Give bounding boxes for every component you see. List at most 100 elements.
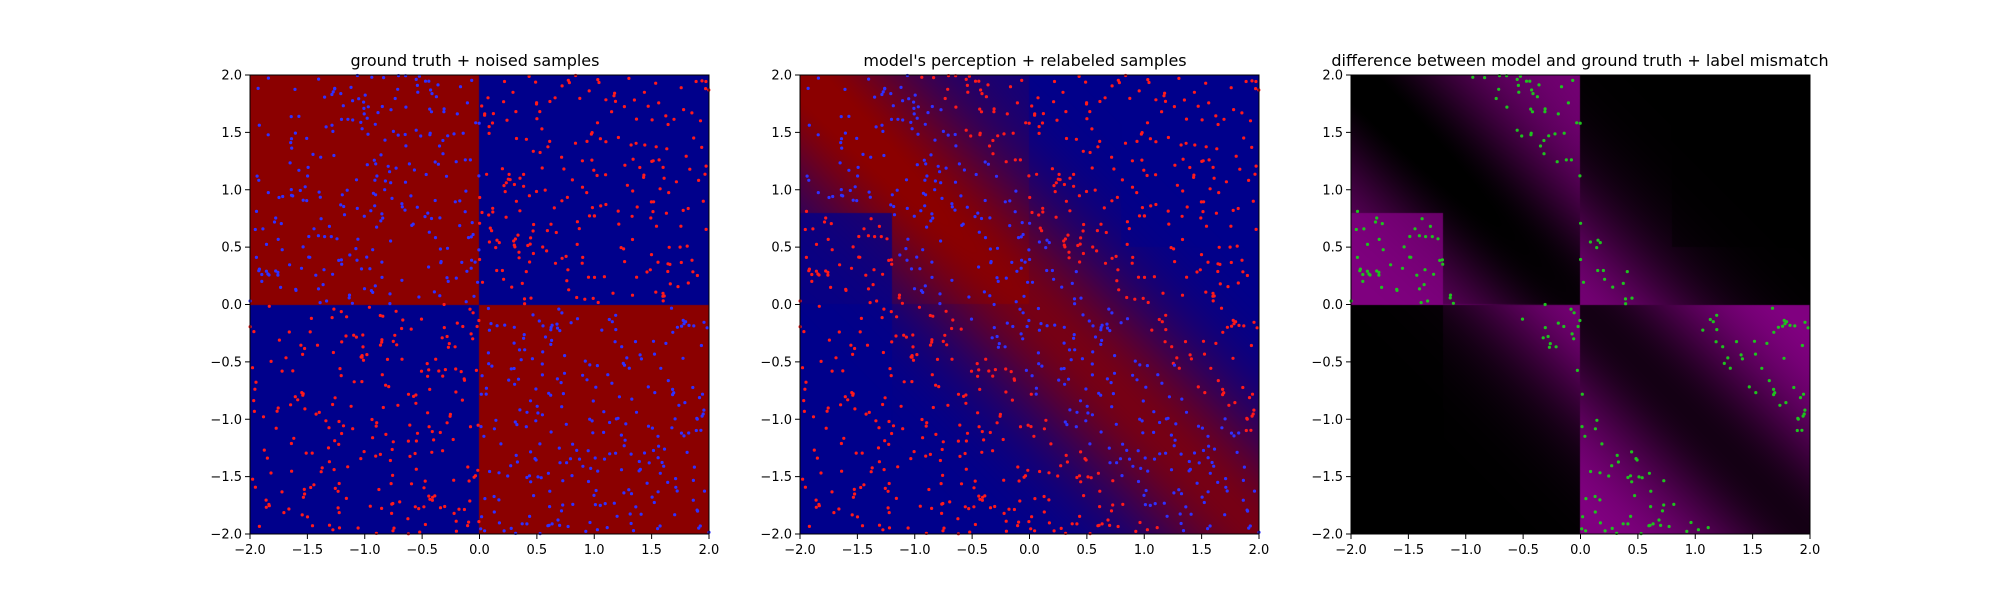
scatter-point: [427, 368, 431, 372]
scatter-point: [887, 510, 891, 515]
scatter-point: [995, 276, 999, 280]
scatter-point: [586, 479, 591, 484]
scatter-point: [1090, 166, 1094, 170]
scatter-point: [604, 140, 608, 144]
scatter-point: [1100, 323, 1104, 327]
scatter-point: [938, 302, 942, 306]
mismatch-point: [1448, 293, 1453, 297]
mismatch-point: [1689, 520, 1693, 525]
mismatch-point: [1408, 255, 1412, 259]
scatter-point: [623, 438, 627, 442]
mismatch-point: [1784, 401, 1788, 405]
scatter-point: [468, 307, 472, 311]
scatter-point: [1028, 195, 1032, 200]
scatter-point: [613, 99, 618, 103]
mismatch-point: [1796, 417, 1800, 421]
scatter-point: [452, 511, 456, 515]
scatter-point: [658, 187, 662, 191]
scatter-point: [1007, 507, 1011, 511]
scatter-point: [380, 260, 384, 264]
scatter-point: [1154, 202, 1158, 207]
scatter-point: [506, 474, 510, 478]
scatter-point: [973, 522, 978, 527]
scatter-point: [978, 497, 982, 501]
scatter-point: [1123, 141, 1128, 145]
scatter-point: [1208, 471, 1212, 475]
scatter-point: [1016, 465, 1020, 469]
scatter-point: [1172, 247, 1176, 251]
scatter-point: [560, 84, 564, 88]
scatter-point: [540, 127, 544, 131]
scatter-point: [972, 486, 976, 490]
scatter-point: [897, 293, 902, 297]
y-tick-label: −0.5: [760, 355, 792, 370]
scatter-point: [1016, 524, 1020, 528]
scatter-point: [987, 144, 992, 148]
scatter-point: [923, 204, 927, 208]
scatter-point: [1231, 318, 1235, 322]
scatter-point: [534, 419, 538, 423]
scatter-point: [804, 380, 808, 384]
scatter-point: [1047, 498, 1051, 502]
scatter-point: [680, 324, 684, 328]
scatter-point: [993, 368, 998, 372]
scatter-point: [536, 411, 540, 415]
scatter-point: [512, 366, 516, 371]
scatter-point: [374, 193, 378, 197]
mismatch-point: [1423, 268, 1427, 272]
scatter-point: [930, 338, 934, 342]
mismatch-point: [1422, 283, 1426, 287]
mismatch-point: [1566, 101, 1570, 105]
scatter-point: [1221, 387, 1225, 391]
scatter-point: [476, 280, 480, 284]
scatter-point: [581, 255, 585, 259]
scatter-point: [404, 105, 408, 109]
scatter-point: [1214, 114, 1218, 118]
scatter-point: [1004, 160, 1008, 164]
scatter-point: [874, 419, 878, 423]
scatter-point: [567, 288, 571, 292]
scatter-point: [901, 99, 905, 103]
scatter-point: [1181, 189, 1185, 193]
scatter-point: [922, 158, 926, 162]
scatter-point: [464, 189, 468, 193]
scatter-point: [287, 330, 291, 334]
mismatch-point: [1579, 221, 1583, 225]
scatter-point: [503, 323, 507, 327]
x-tick-label: 0.0: [1019, 543, 1040, 558]
scatter-point: [1084, 419, 1088, 423]
scatter-point: [433, 198, 437, 203]
scatter-point: [454, 160, 458, 164]
scatter-point: [667, 191, 671, 195]
scatter-point: [703, 172, 707, 176]
scatter-point: [468, 425, 473, 429]
scatter-point: [378, 343, 383, 347]
scatter-point: [303, 185, 307, 189]
scatter-point: [1206, 456, 1210, 460]
scatter-point: [347, 293, 352, 297]
scatter-point: [339, 374, 343, 378]
scatter-point: [670, 426, 674, 430]
scatter-point: [629, 492, 634, 496]
scatter-point: [889, 374, 893, 378]
scatter-point: [489, 322, 493, 326]
scatter-point: [276, 270, 280, 274]
scatter-point: [619, 246, 623, 250]
scatter-point: [877, 460, 882, 464]
scatter-point: [1212, 447, 1217, 451]
scatter-point: [1105, 326, 1110, 330]
scatter-point: [408, 423, 412, 427]
scatter-point: [847, 114, 851, 118]
scatter-point: [1008, 85, 1013, 89]
scatter-point: [362, 100, 366, 104]
scatter-point: [1068, 176, 1072, 180]
scatter-point: [657, 101, 661, 105]
x-tick-label: 0.5: [527, 543, 548, 558]
scatter-point: [810, 272, 814, 277]
scatter-point: [512, 325, 516, 329]
scatter-point: [909, 120, 913, 124]
scatter-point: [881, 402, 885, 407]
scatter-point: [931, 314, 935, 318]
mismatch-point: [1584, 529, 1588, 533]
scatter-point: [419, 134, 423, 138]
